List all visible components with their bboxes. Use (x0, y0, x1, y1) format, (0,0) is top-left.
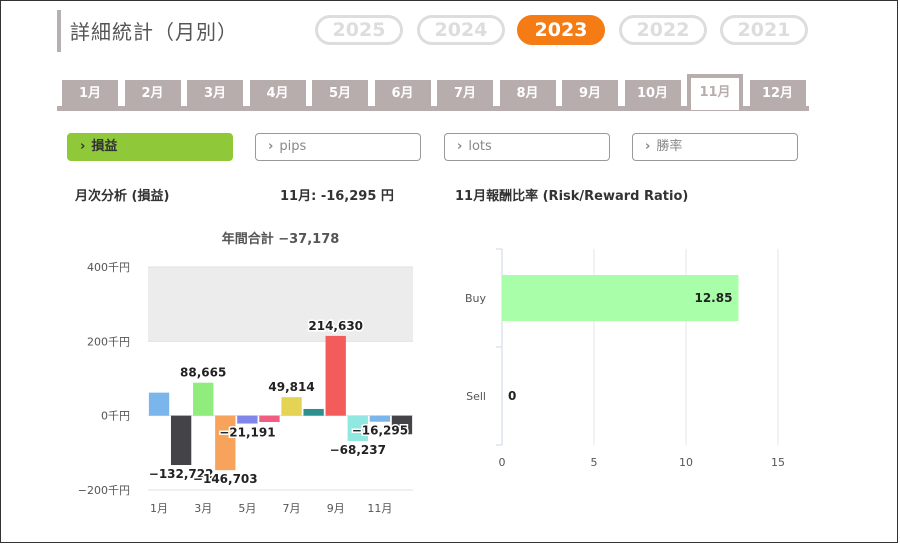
data-label: 0 (508, 389, 516, 403)
x-tick-label: 5 (591, 456, 598, 469)
x-tick-label: 1月 (150, 502, 168, 515)
y-tick-label: 400千円 (87, 261, 130, 274)
year-2023-button[interactable]: 2023 (517, 15, 605, 45)
data-label: 49,814 (268, 380, 314, 394)
y-tick-label: 0千円 (101, 410, 130, 423)
chart-title: 年間合計 −37,178 (222, 231, 340, 247)
data-label: −68,237 (330, 443, 386, 457)
data-label: −16,295 (352, 424, 408, 438)
bar-2月 (170, 415, 192, 465)
year-2025-button[interactable]: 2025 (315, 15, 403, 45)
tab-month-10[interactable]: 10月 (624, 80, 681, 106)
bar-8月 (303, 408, 324, 416)
tab-month-12[interactable]: 12月 (749, 80, 806, 106)
page-title: 詳細統計（月別） (70, 20, 238, 44)
data-label: 214,630 (308, 319, 363, 333)
monthly-analysis-heading: 月次分析 (損益) (75, 189, 170, 204)
bar-1月 (148, 392, 170, 416)
tab-month-8[interactable]: 8月 (499, 80, 556, 106)
bar-7月 (281, 397, 302, 416)
bar-12月 (391, 415, 413, 435)
chevron-right-icon: › (80, 139, 86, 154)
bar-6月 (259, 415, 280, 422)
filter-lots-button[interactable]: › lots (444, 133, 610, 161)
tab-month-4[interactable]: 4月 (249, 80, 306, 106)
filter-label: 損益 (91, 139, 118, 154)
bar-5月 (237, 415, 258, 424)
x-tick-label: 3月 (194, 502, 212, 515)
tab-month-3[interactable]: 3月 (187, 80, 243, 106)
data-label: −21,191 (219, 426, 275, 440)
year-2024-button[interactable]: 2024 (417, 15, 505, 45)
tab-month-9[interactable]: 9月 (562, 80, 618, 106)
x-tick-label: 10 (679, 456, 693, 469)
data-label: −146,703 (193, 472, 258, 486)
tab-month-6[interactable]: 6月 (374, 80, 431, 106)
bar-9月 (325, 335, 346, 416)
y-category-label: Sell (466, 390, 486, 403)
x-tick-label: 7月 (283, 502, 301, 515)
risk-reward-chart: 0 5 10 15 Buy 12.85 Sell 0 (465, 248, 785, 469)
bar-10月 (347, 415, 368, 442)
y-category-label: Buy (465, 292, 487, 305)
bar-Buy (502, 275, 739, 321)
filter-pips-button[interactable]: › pips (255, 133, 421, 161)
tab-month-2[interactable]: 2月 (124, 80, 181, 106)
chevron-right-icon: › (457, 139, 463, 154)
year-2021-button[interactable]: 2021 (720, 15, 808, 45)
month-summary-value: 11月: -16,295 円 (280, 189, 394, 204)
filter-label: 勝率 (656, 139, 683, 154)
chevron-right-icon: › (268, 139, 274, 154)
month-tabs-underline (57, 106, 809, 111)
x-tick-label: 15 (771, 456, 785, 469)
tab-month-5[interactable]: 5月 (312, 80, 368, 106)
bar-3月 (193, 382, 214, 416)
tab-month-11[interactable]: 11月 (687, 74, 743, 110)
x-tick-label: 11月 (367, 502, 392, 515)
data-label: 12.85 (694, 291, 732, 305)
filter-pnl-button[interactable]: › 損益 (67, 133, 233, 161)
data-label: −132,722 (149, 467, 214, 481)
filter-label: lots (468, 139, 492, 154)
chart-shaded-band (148, 267, 413, 342)
tab-month-7[interactable]: 7月 (437, 80, 493, 106)
title-accent-bar (57, 10, 61, 52)
bar-11月 (369, 415, 391, 422)
tab-month-1[interactable]: 1月 (62, 80, 118, 106)
chevron-right-icon: › (645, 139, 651, 154)
bar-4月 (215, 415, 236, 471)
rr-ratio-heading: 11月報酬比率 (Risk/Reward Ratio) (455, 189, 689, 204)
monthly-pnl-chart: 年間合計 −37,178 400千円 200千円 0千円 −200千円 −132,722 8… (78, 231, 413, 515)
x-tick-label: 5月 (238, 502, 256, 515)
filter-win-rate-button[interactable]: › 勝率 (632, 133, 798, 161)
x-tick-label: 9月 (327, 502, 345, 515)
x-tick-label: 0 (499, 456, 506, 469)
y-tick-label: −200千円 (78, 484, 130, 497)
year-2022-button[interactable]: 2022 (619, 15, 707, 45)
filter-label: pips (279, 139, 307, 154)
data-label: 88,665 (180, 366, 226, 380)
y-tick-label: 200千円 (87, 335, 130, 348)
